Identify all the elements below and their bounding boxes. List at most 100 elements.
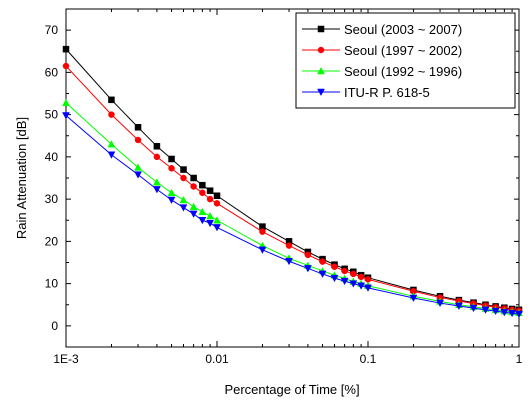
y-tick-label: 30 [45,192,59,206]
legend-item: Seoul (1992 ~ 1996) [302,64,462,79]
data-point [62,112,70,120]
x-axis-title: Percentage of Time [%] [224,382,359,397]
data-point [508,309,517,318]
data-point [454,302,463,311]
y-axis-title: Rain Attenuation [dB] [14,117,29,239]
series-layer [62,45,523,319]
data-point [134,124,142,131]
data-point [152,186,161,194]
series-line [65,65,520,312]
data-point [500,309,509,317]
data-point [107,140,116,148]
legend-item: ITU-R P. 618-5 [302,85,430,100]
data-point [206,195,214,203]
data-point [152,178,161,186]
data-point [258,246,267,254]
x-tick-label: 0.1 [360,352,377,366]
legend-marker [317,88,325,97]
data-point [189,210,198,218]
legend-item: Seoul (1997 ~ 2002) [302,43,462,58]
data-point [179,204,188,212]
data-point [285,257,293,266]
data-point [330,274,339,283]
data-point [206,219,215,228]
data-point [168,155,175,163]
data-point [341,267,348,275]
data-point [107,151,116,159]
data-point [168,165,175,172]
data-point [319,258,326,265]
data-point [206,187,214,194]
legend-label: Seoul (2003 ~ 2007) [344,22,462,37]
data-point [285,242,293,249]
data-point [167,196,176,204]
data-point [134,136,142,144]
data-point [62,62,70,70]
data-point [213,192,221,199]
data-point [436,299,444,308]
data-point [357,282,366,290]
legend-marker [317,25,325,33]
data-point [199,189,206,197]
data-point [198,207,207,216]
data-point [340,277,349,286]
y-tick-label: 60 [45,65,59,79]
series-line [65,115,520,315]
y-tick-label: 40 [45,150,59,164]
data-point [108,111,115,118]
data-point [350,270,357,278]
legend-label: Seoul (1997 ~ 2002) [344,43,462,58]
data-point [62,98,70,107]
data-point [199,181,206,189]
x-tick-label: 1 [516,352,523,366]
data-point [108,96,115,104]
data-point [491,307,500,316]
data-point [303,265,312,273]
data-point [206,211,215,220]
data-point [189,202,198,210]
data-point [179,195,188,204]
data-point [364,284,372,292]
data-point [180,166,187,173]
data-point [409,294,418,303]
legend-item: Seoul (2003 ~ 2007) [302,22,462,37]
data-point [213,200,221,207]
data-point [259,228,266,235]
data-point [62,45,70,53]
series-4 [62,112,523,319]
data-point [349,280,358,288]
data-point [153,143,161,150]
data-point [134,163,142,171]
legend-label: Seoul (1992 ~ 1996) [344,64,462,79]
series-3 [62,98,523,317]
legend-marker [317,46,325,54]
legend-label: ITU-R P. 618-5 [344,85,430,100]
data-point [331,263,338,270]
data-point [304,251,312,259]
y-tick-label: 20 [45,234,59,248]
x-tick-label: 1E-3 [53,352,79,366]
data-point [190,174,197,182]
data-point [213,216,221,224]
y-tick-label: 0 [51,319,58,333]
legend: Seoul (2003 ~ 2007) Seoul (1997 ~ 2002) Se… [295,12,516,109]
data-point [190,183,197,190]
x-axis: 1E-3 0.01 0.1 1 [53,9,523,366]
data-point [515,310,523,319]
y-axis: 0 10 20 30 40 50 60 70 [45,23,519,333]
data-point [180,174,187,182]
data-point [364,276,372,283]
x-tick-label: 0.01 [205,352,229,366]
data-point [481,306,490,314]
data-point [167,188,176,197]
series-line [65,48,520,311]
legend-marker [317,66,325,75]
data-point [357,273,365,281]
y-tick-label: 50 [45,108,59,122]
y-tick-label: 10 [45,277,59,291]
y-tick-label: 70 [45,23,59,37]
data-point [153,153,161,161]
data-point [318,270,327,278]
data-point [469,304,478,313]
